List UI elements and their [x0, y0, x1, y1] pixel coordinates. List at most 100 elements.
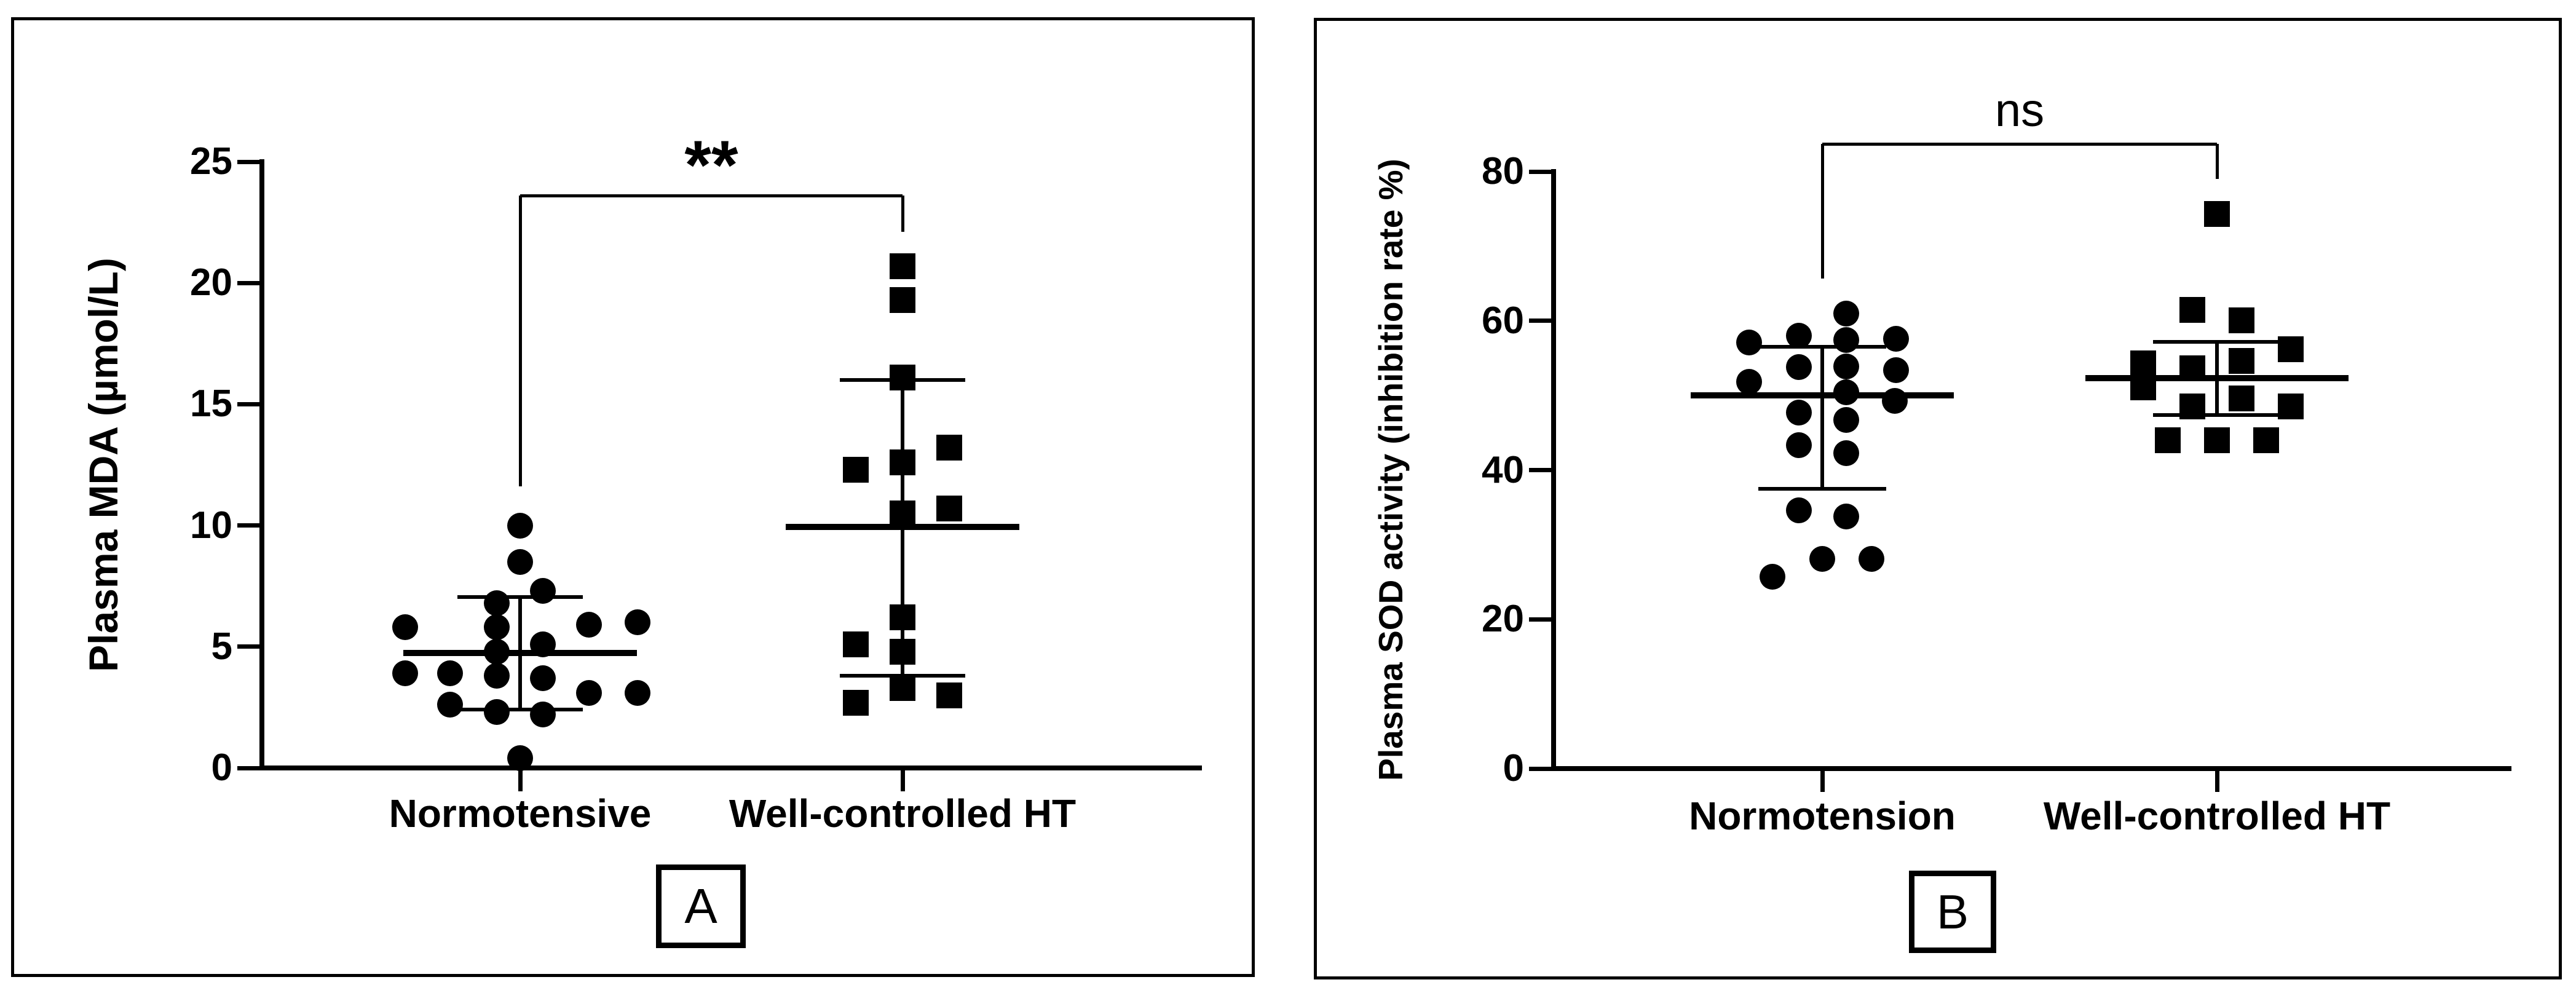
square-data-point — [890, 675, 915, 701]
mean-line — [2085, 375, 2349, 382]
square-data-point — [843, 689, 869, 716]
square-data-point — [2278, 394, 2304, 420]
x-tick-mark — [900, 770, 905, 791]
significance-bracket-right-leg — [2215, 144, 2219, 180]
square-data-point — [843, 631, 869, 657]
y-tick-mark — [237, 159, 259, 164]
significance-bracket-left-leg — [1820, 144, 1824, 279]
circle-data-point — [1833, 327, 1859, 354]
x-axis-line — [259, 766, 1202, 770]
panel-b-frame — [1314, 18, 2562, 979]
x-category-label: Normotension — [1689, 794, 1956, 838]
square-data-point — [2204, 427, 2230, 453]
circle-data-point — [507, 512, 533, 539]
circle-data-point — [1786, 400, 1812, 426]
error-bar-cap-upper — [840, 378, 965, 382]
mean-line — [403, 649, 637, 656]
square-data-point — [2179, 296, 2205, 323]
circle-data-point — [530, 702, 556, 728]
square-data-point — [890, 287, 915, 313]
circle-data-point — [1833, 407, 1859, 433]
circle-data-point — [1883, 357, 1909, 383]
y-tick-mark — [1529, 169, 1551, 174]
significance-bracket-bar — [520, 194, 903, 197]
circle-data-point — [392, 614, 418, 641]
y-tick-label: 25 — [190, 140, 232, 183]
y-tick-label: 10 — [190, 504, 232, 547]
x-tick-mark — [2214, 771, 2219, 792]
y-axis-spine — [1551, 169, 1556, 771]
x-tick-mark — [1820, 771, 1825, 792]
significance-bracket-bar — [1822, 142, 2217, 146]
circle-data-point — [507, 548, 533, 575]
circle-data-point — [1786, 354, 1812, 380]
circle-data-point — [1736, 369, 1762, 395]
y-axis-spine — [259, 159, 264, 770]
error-bar-cap-upper — [457, 595, 583, 599]
error-bar-vertical — [1820, 347, 1824, 489]
circle-data-point — [1809, 545, 1835, 572]
y-tick-label: 60 — [1482, 299, 1524, 342]
y-tick-label: 0 — [211, 746, 232, 789]
y-axis-title: Plasma MDA (µmol/L) — [81, 258, 126, 672]
panel-letter-box: A — [656, 864, 746, 948]
error-bar-cap-lower — [457, 708, 583, 712]
x-tick-mark — [518, 770, 523, 791]
panel-letter-box: B — [1909, 871, 1996, 953]
mean-line — [786, 523, 1019, 530]
circle-data-point — [1786, 323, 1812, 349]
circle-data-point — [625, 609, 650, 636]
panel-a-frame — [11, 17, 1255, 977]
circle-data-point — [1736, 329, 1762, 355]
circle-data-point — [1833, 503, 1859, 529]
error-bar-cap-upper — [1758, 345, 1886, 349]
square-data-point — [2155, 427, 2181, 453]
y-tick-mark — [1529, 468, 1551, 472]
y-tick-label: 0 — [1503, 747, 1524, 789]
error-bar-cap-lower — [2153, 413, 2281, 417]
y-tick-label: 40 — [1482, 448, 1524, 491]
circle-data-point — [1760, 564, 1785, 590]
circle-data-point — [507, 745, 533, 772]
x-category-label: Well-controlled HT — [729, 791, 1077, 836]
circle-data-point — [484, 663, 510, 689]
circle-data-point — [392, 660, 418, 687]
error-bar-cap-lower — [1758, 486, 1886, 491]
y-tick-label: 20 — [1482, 598, 1524, 641]
square-data-point — [2253, 427, 2279, 453]
y-tick-mark — [1529, 617, 1551, 622]
significance-label: ns — [1994, 84, 2045, 137]
circle-data-point — [1786, 432, 1812, 459]
circle-data-point — [576, 612, 602, 638]
circle-data-point — [625, 679, 650, 706]
square-data-point — [936, 435, 962, 461]
y-tick-label: 20 — [190, 261, 232, 304]
square-data-point — [843, 456, 869, 483]
circle-data-point — [437, 660, 463, 687]
circle-data-point — [530, 665, 556, 692]
y-tick-mark — [237, 644, 259, 649]
square-data-point — [936, 682, 962, 708]
y-tick-label: 15 — [190, 382, 232, 425]
y-tick-mark — [237, 280, 259, 285]
square-data-point — [890, 253, 915, 279]
circle-data-point — [484, 590, 510, 616]
y-tick-mark — [237, 523, 259, 528]
circle-data-point — [1833, 440, 1859, 466]
significance-bracket-left-leg — [518, 196, 522, 487]
circle-data-point — [1882, 387, 1908, 414]
y-tick-label: 80 — [1482, 150, 1524, 192]
error-bar-cap-upper — [2153, 339, 2281, 344]
x-axis-line — [1551, 766, 2511, 771]
circle-data-point — [1833, 300, 1859, 326]
y-tick-label: 5 — [211, 625, 232, 668]
x-category-label: Normotensive — [389, 791, 652, 836]
square-data-point — [2204, 201, 2230, 227]
circle-data-point — [1833, 353, 1859, 379]
circle-data-point — [576, 679, 602, 706]
x-category-label: Well-controlled HT — [2043, 794, 2391, 838]
y-tick-mark — [1529, 318, 1551, 323]
y-tick-mark — [237, 402, 259, 406]
y-tick-mark — [1529, 766, 1551, 771]
